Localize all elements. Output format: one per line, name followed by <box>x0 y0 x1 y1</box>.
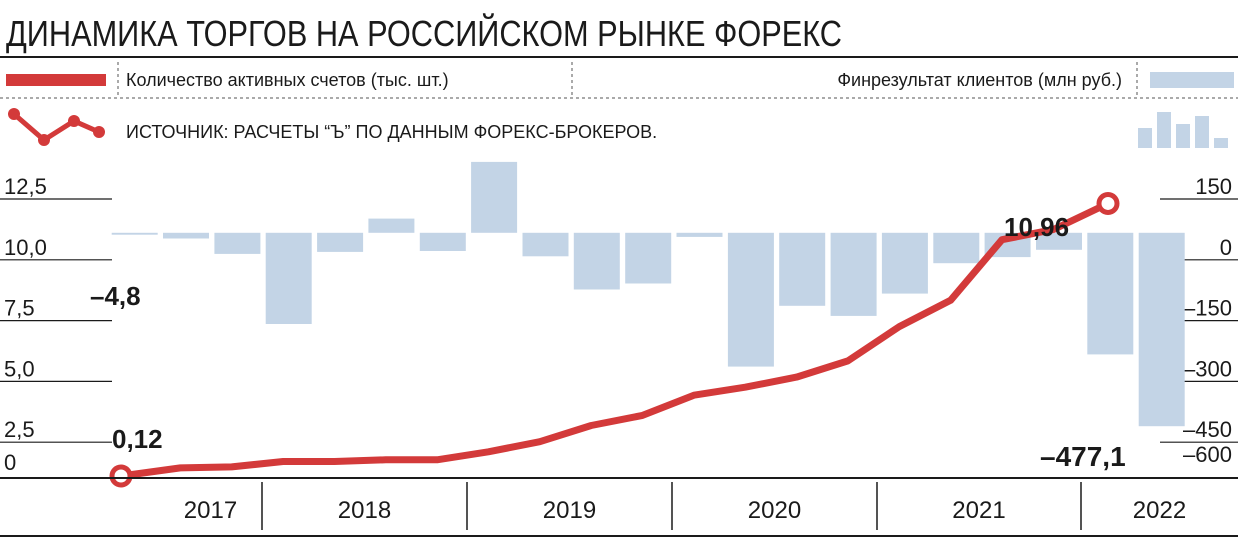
right-tick-label: –300 <box>1183 356 1232 381</box>
bar <box>1138 232 1185 427</box>
legend-line-label: Количество активных счетов (тыс. шт.) <box>126 70 449 90</box>
right-tick-label: 0 <box>1220 235 1232 260</box>
bar <box>368 218 415 233</box>
annotation-last-point: 10,96 <box>1004 212 1069 242</box>
left-tick: 12,5 <box>0 174 112 200</box>
year-label: 2022 <box>1133 497 1186 524</box>
bar <box>779 232 826 306</box>
bar <box>1087 232 1134 355</box>
left-tick-label: 10,0 <box>4 235 47 260</box>
legend-bar-swatch <box>1150 72 1234 88</box>
line-path <box>117 200 1112 480</box>
bar <box>830 232 877 316</box>
line-chart-icon <box>8 108 105 146</box>
year-label: 2018 <box>338 497 391 524</box>
right-tick: –600 <box>1183 442 1232 467</box>
left-tick-label: 5,0 <box>4 356 35 381</box>
bar-series <box>111 161 1185 427</box>
right-tick: 150 <box>1160 174 1238 200</box>
line-point <box>1096 191 1120 215</box>
bar <box>676 232 723 237</box>
right-tick-label: 150 <box>1195 174 1232 199</box>
right-tick: –450 <box>1160 417 1238 443</box>
year-label: 2017 <box>184 497 237 524</box>
bar <box>317 232 364 252</box>
line-point <box>109 464 133 488</box>
bar <box>1036 232 1082 250</box>
annotation-first-bar: –4,8 <box>90 281 141 311</box>
bar <box>727 232 774 367</box>
bar <box>522 232 569 257</box>
bar <box>881 232 928 294</box>
bar <box>933 232 980 264</box>
left-axis: 12,5 10,0 7,5 5,0 2,5 0 <box>0 174 112 475</box>
left-tick: 7,5 <box>0 296 112 322</box>
right-tick: –150 <box>1160 296 1238 322</box>
right-tick: –300 <box>1160 356 1238 382</box>
bar <box>265 232 312 324</box>
legend-line-swatch <box>6 74 106 86</box>
left-tick: 10,0 <box>0 235 112 261</box>
bar <box>471 161 518 233</box>
bar-chart-icon <box>1138 112 1228 148</box>
left-tick: 5,0 <box>0 356 112 382</box>
right-tick-label: –450 <box>1183 417 1232 442</box>
left-tick-label: 12,5 <box>4 174 47 199</box>
right-tick-label: –600 <box>1183 442 1232 467</box>
left-tick: 0 <box>4 450 16 475</box>
year-label: 2020 <box>748 497 801 524</box>
line-series <box>109 191 1120 488</box>
bar <box>111 232 158 235</box>
bar <box>419 232 466 251</box>
right-tick-label: –150 <box>1183 296 1232 321</box>
chart-title: ДИНАМИКА ТОРГОВ НА РОССИЙСКОМ РЫНКЕ ФОРЕ… <box>6 12 842 54</box>
left-tick: 2,5 <box>0 417 112 443</box>
left-tick-label: 0 <box>4 450 16 475</box>
annotation-last-bar: –477,1 <box>1040 441 1126 472</box>
source-text: ИСТОЧНИК: РАСЧЕТЫ “Ъ” ПО ДАННЫМ ФОРЕКС-Б… <box>126 122 657 142</box>
bar <box>573 232 620 290</box>
annotation-first-point: 0,12 <box>112 424 163 454</box>
x-axis: 2017 2018 2019 2020 2021 2022 <box>0 477 1238 537</box>
left-tick-label: 2,5 <box>4 417 35 442</box>
bar <box>214 232 261 254</box>
year-label: 2019 <box>543 497 596 524</box>
year-label: 2021 <box>952 497 1005 524</box>
right-axis: 150 0 –150 –300 –450–600 <box>1160 174 1238 467</box>
left-tick-label: 7,5 <box>4 296 35 321</box>
legend-bar-label: Финрезультат клиентов (млн руб.) <box>837 70 1122 90</box>
bar <box>625 232 672 284</box>
bar <box>163 232 209 239</box>
